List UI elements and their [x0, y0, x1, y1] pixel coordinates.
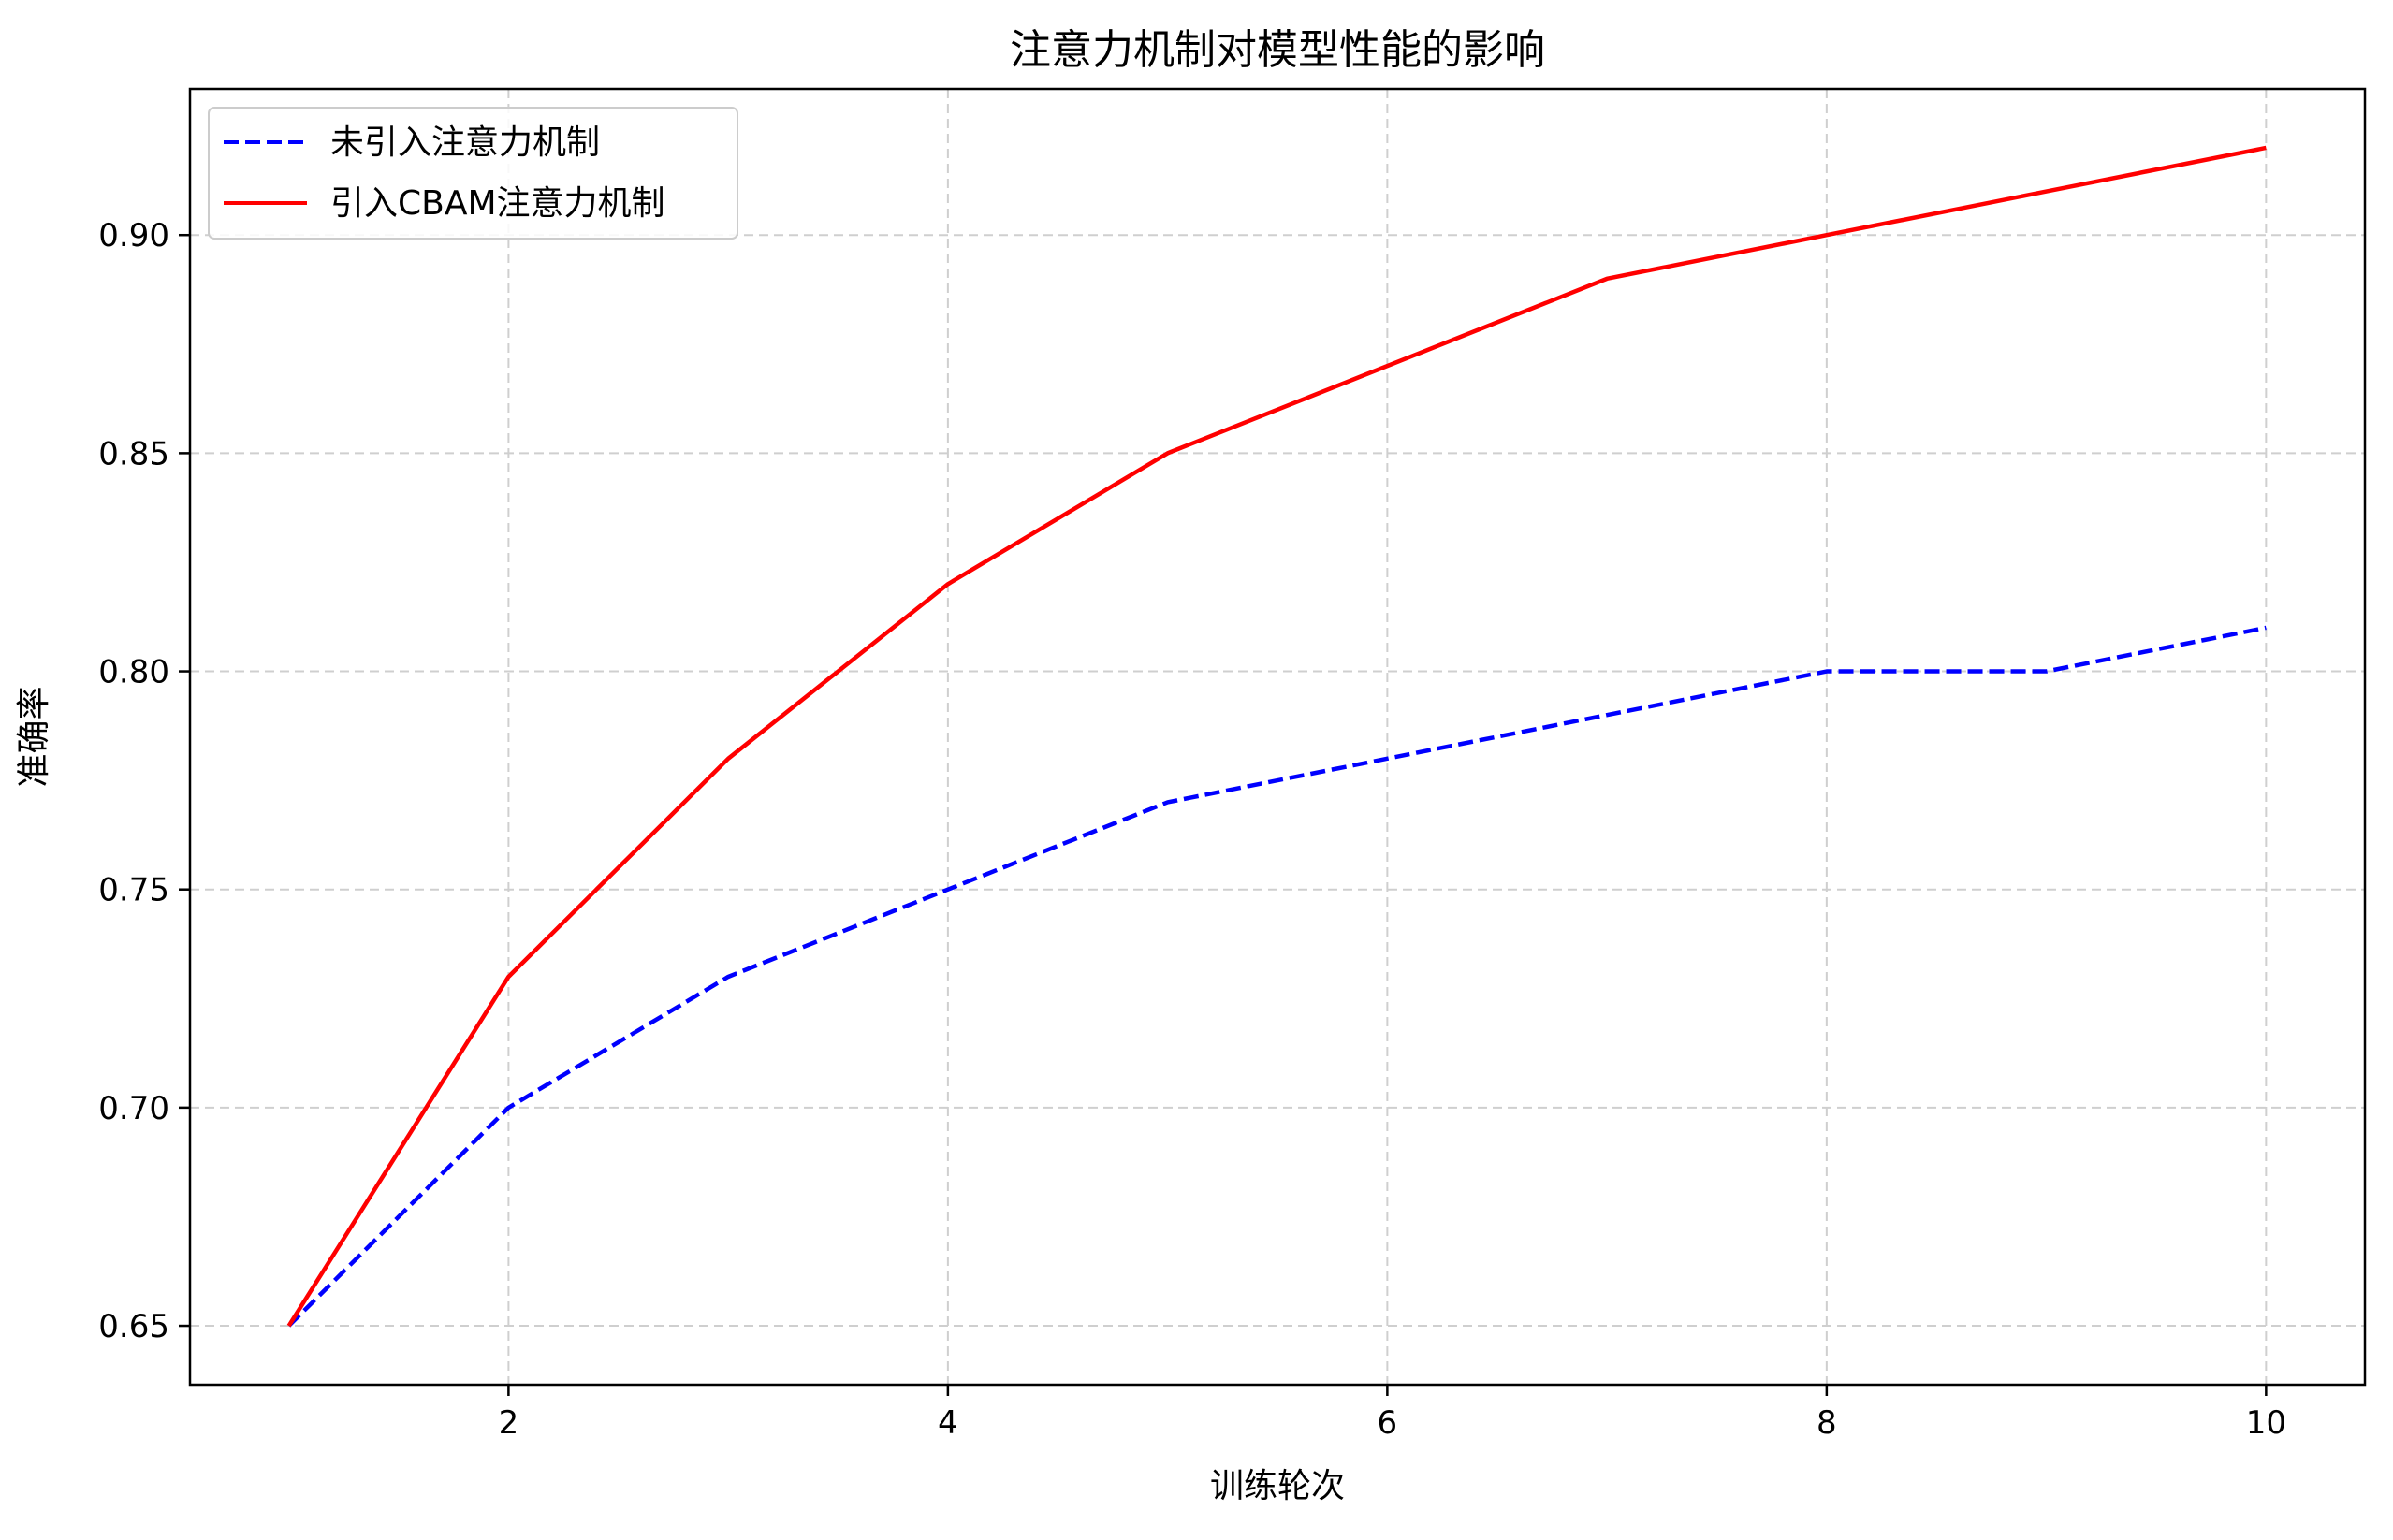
- y-tick-label: 0.85: [98, 435, 169, 472]
- x-tick-label: 6: [1378, 1404, 1398, 1442]
- legend: 未引入注意力机制 引入CBAM注意力机制: [209, 108, 737, 239]
- y-tick-label: 0.70: [98, 1090, 169, 1127]
- x-tick-label: 10: [2246, 1404, 2286, 1442]
- chart-title: 注意力机制对模型性能的影响: [1010, 26, 1545, 74]
- x-tick-label: 2: [499, 1404, 519, 1442]
- y-tick-label: 0.75: [98, 872, 169, 909]
- y-tick-label: 0.80: [98, 654, 169, 691]
- legend-label-baseline: 未引入注意力机制: [330, 123, 600, 162]
- x-axis-label: 训练轮次: [1210, 1467, 1345, 1505]
- y-axis-label: 准确率: [15, 686, 53, 787]
- x-tick-label: 8: [1817, 1404, 1837, 1442]
- legend-label-cbam: 引入CBAM注意力机制: [330, 184, 665, 223]
- y-tick-label: 0.90: [98, 217, 169, 254]
- y-tick-label: 0.65: [98, 1308, 169, 1345]
- x-tick-label: 4: [938, 1404, 958, 1442]
